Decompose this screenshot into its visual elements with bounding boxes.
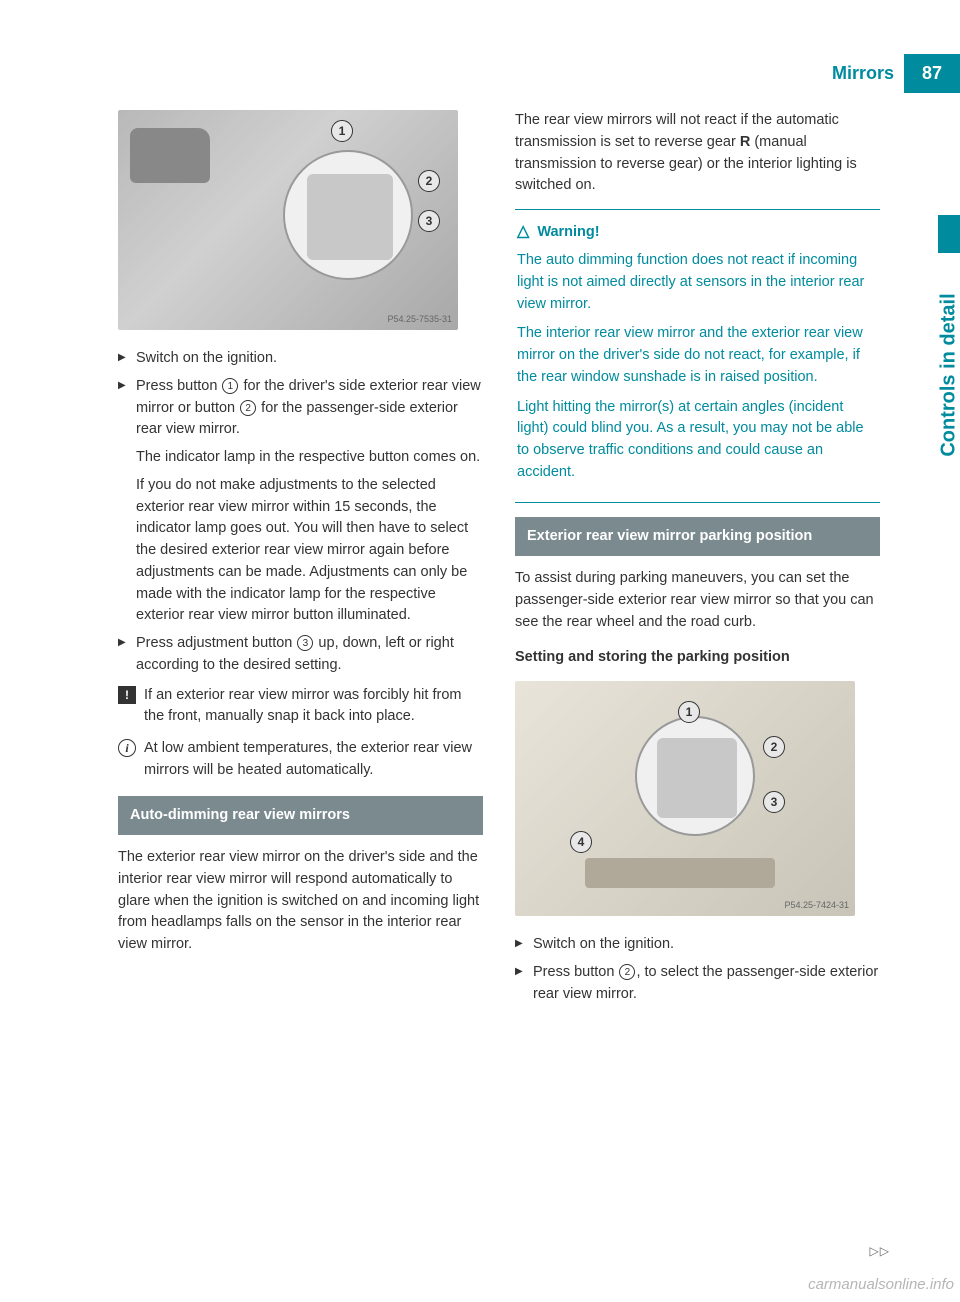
- section-heading-parking: Exterior rear view mirror parking positi…: [515, 517, 880, 557]
- warning-heading: Warning!: [517, 220, 878, 244]
- sub-text: If you do not make adjustments to the se…: [118, 475, 483, 627]
- step-item: Press button 1 for the driver's side ext…: [118, 376, 483, 441]
- callout-3: 3: [763, 791, 785, 813]
- callout-3: 3: [418, 210, 440, 232]
- figure-code: P54.25-7424-31: [784, 899, 849, 913]
- info-note: i At low ambient temperatures, the exter…: [118, 738, 483, 782]
- side-tab-label: Controls in detail: [933, 293, 960, 456]
- figure-parking-position: 1 2 3 4 P54.25-7424-31: [515, 681, 855, 916]
- subheading: Setting and storing the parking position: [515, 647, 880, 669]
- callout-4: 4: [570, 831, 592, 853]
- gear-r: R: [740, 134, 750, 150]
- memory-buttons: [585, 858, 775, 888]
- ref-2-icon: 2: [240, 400, 256, 416]
- step-list-3: Switch on the ignition. Press button 2, …: [515, 934, 880, 1005]
- caution-icon: !: [118, 686, 136, 704]
- page-header: Mirrors 87: [832, 54, 960, 93]
- warning-box: Warning! The auto dimming function does …: [515, 209, 880, 503]
- step-item: Switch on the ignition.: [118, 348, 483, 370]
- step-list-2: Press adjustment button 3 up, down, left…: [118, 633, 483, 677]
- ref-3-icon: 3: [297, 635, 313, 651]
- body-paragraph: To assist during parking maneuvers, you …: [515, 568, 880, 633]
- warning-text: The auto dimming function does not react…: [517, 250, 878, 315]
- warning-text: The interior rear view mirror and the ex…: [517, 323, 878, 388]
- mirror-illustration: [130, 128, 210, 183]
- control-panel-illustration: [635, 716, 755, 836]
- control-pad: [307, 174, 393, 260]
- page-number: 87: [904, 54, 960, 93]
- continue-arrows-icon: ▷▷: [870, 1242, 890, 1260]
- step-list-1: Switch on the ignition. Press button 1 f…: [118, 348, 483, 441]
- control-pad: [657, 738, 737, 818]
- ref-1-icon: 1: [222, 378, 238, 394]
- step-item: Press button 2, to select the passenger-…: [515, 962, 880, 1006]
- body-paragraph: The exterior rear view mirror on the dri…: [118, 847, 483, 956]
- side-accent-block: [938, 215, 960, 253]
- figure-mirror-controls: 1 2 3 P54.25-7535-31: [118, 110, 458, 330]
- note-text: At low ambient temperatures, the exterio…: [144, 740, 472, 778]
- left-column: 1 2 3 P54.25-7535-31 Switch on the ignit…: [118, 110, 483, 1011]
- section-heading-autodim: Auto-dimming rear view mirrors: [118, 796, 483, 836]
- watermark: carmanualsonline.info: [808, 1274, 954, 1297]
- warning-text: Light hitting the mirror(s) at certain a…: [517, 397, 878, 484]
- ref-2-icon: 2: [619, 964, 635, 980]
- callout-2: 2: [418, 170, 440, 192]
- step-item: Press adjustment button 3 up, down, left…: [118, 633, 483, 677]
- note-text: If an exterior rear view mirror was forc…: [144, 687, 461, 725]
- step-item: Switch on the ignition.: [515, 934, 880, 956]
- caution-note: ! If an exterior rear view mirror was fo…: [118, 685, 483, 729]
- content-area: 1 2 3 P54.25-7535-31 Switch on the ignit…: [118, 110, 898, 1011]
- control-panel-illustration: [283, 150, 413, 280]
- figure-code: P54.25-7535-31: [387, 313, 452, 327]
- callout-2: 2: [763, 736, 785, 758]
- info-icon: i: [118, 739, 136, 757]
- body-paragraph: The rear view mirrors will not react if …: [515, 110, 880, 197]
- callout-1: 1: [331, 120, 353, 142]
- sub-text: The indicator lamp in the respective but…: [118, 447, 483, 469]
- callout-1: 1: [678, 701, 700, 723]
- right-column: The rear view mirrors will not react if …: [515, 110, 880, 1011]
- header-title: Mirrors: [832, 54, 904, 93]
